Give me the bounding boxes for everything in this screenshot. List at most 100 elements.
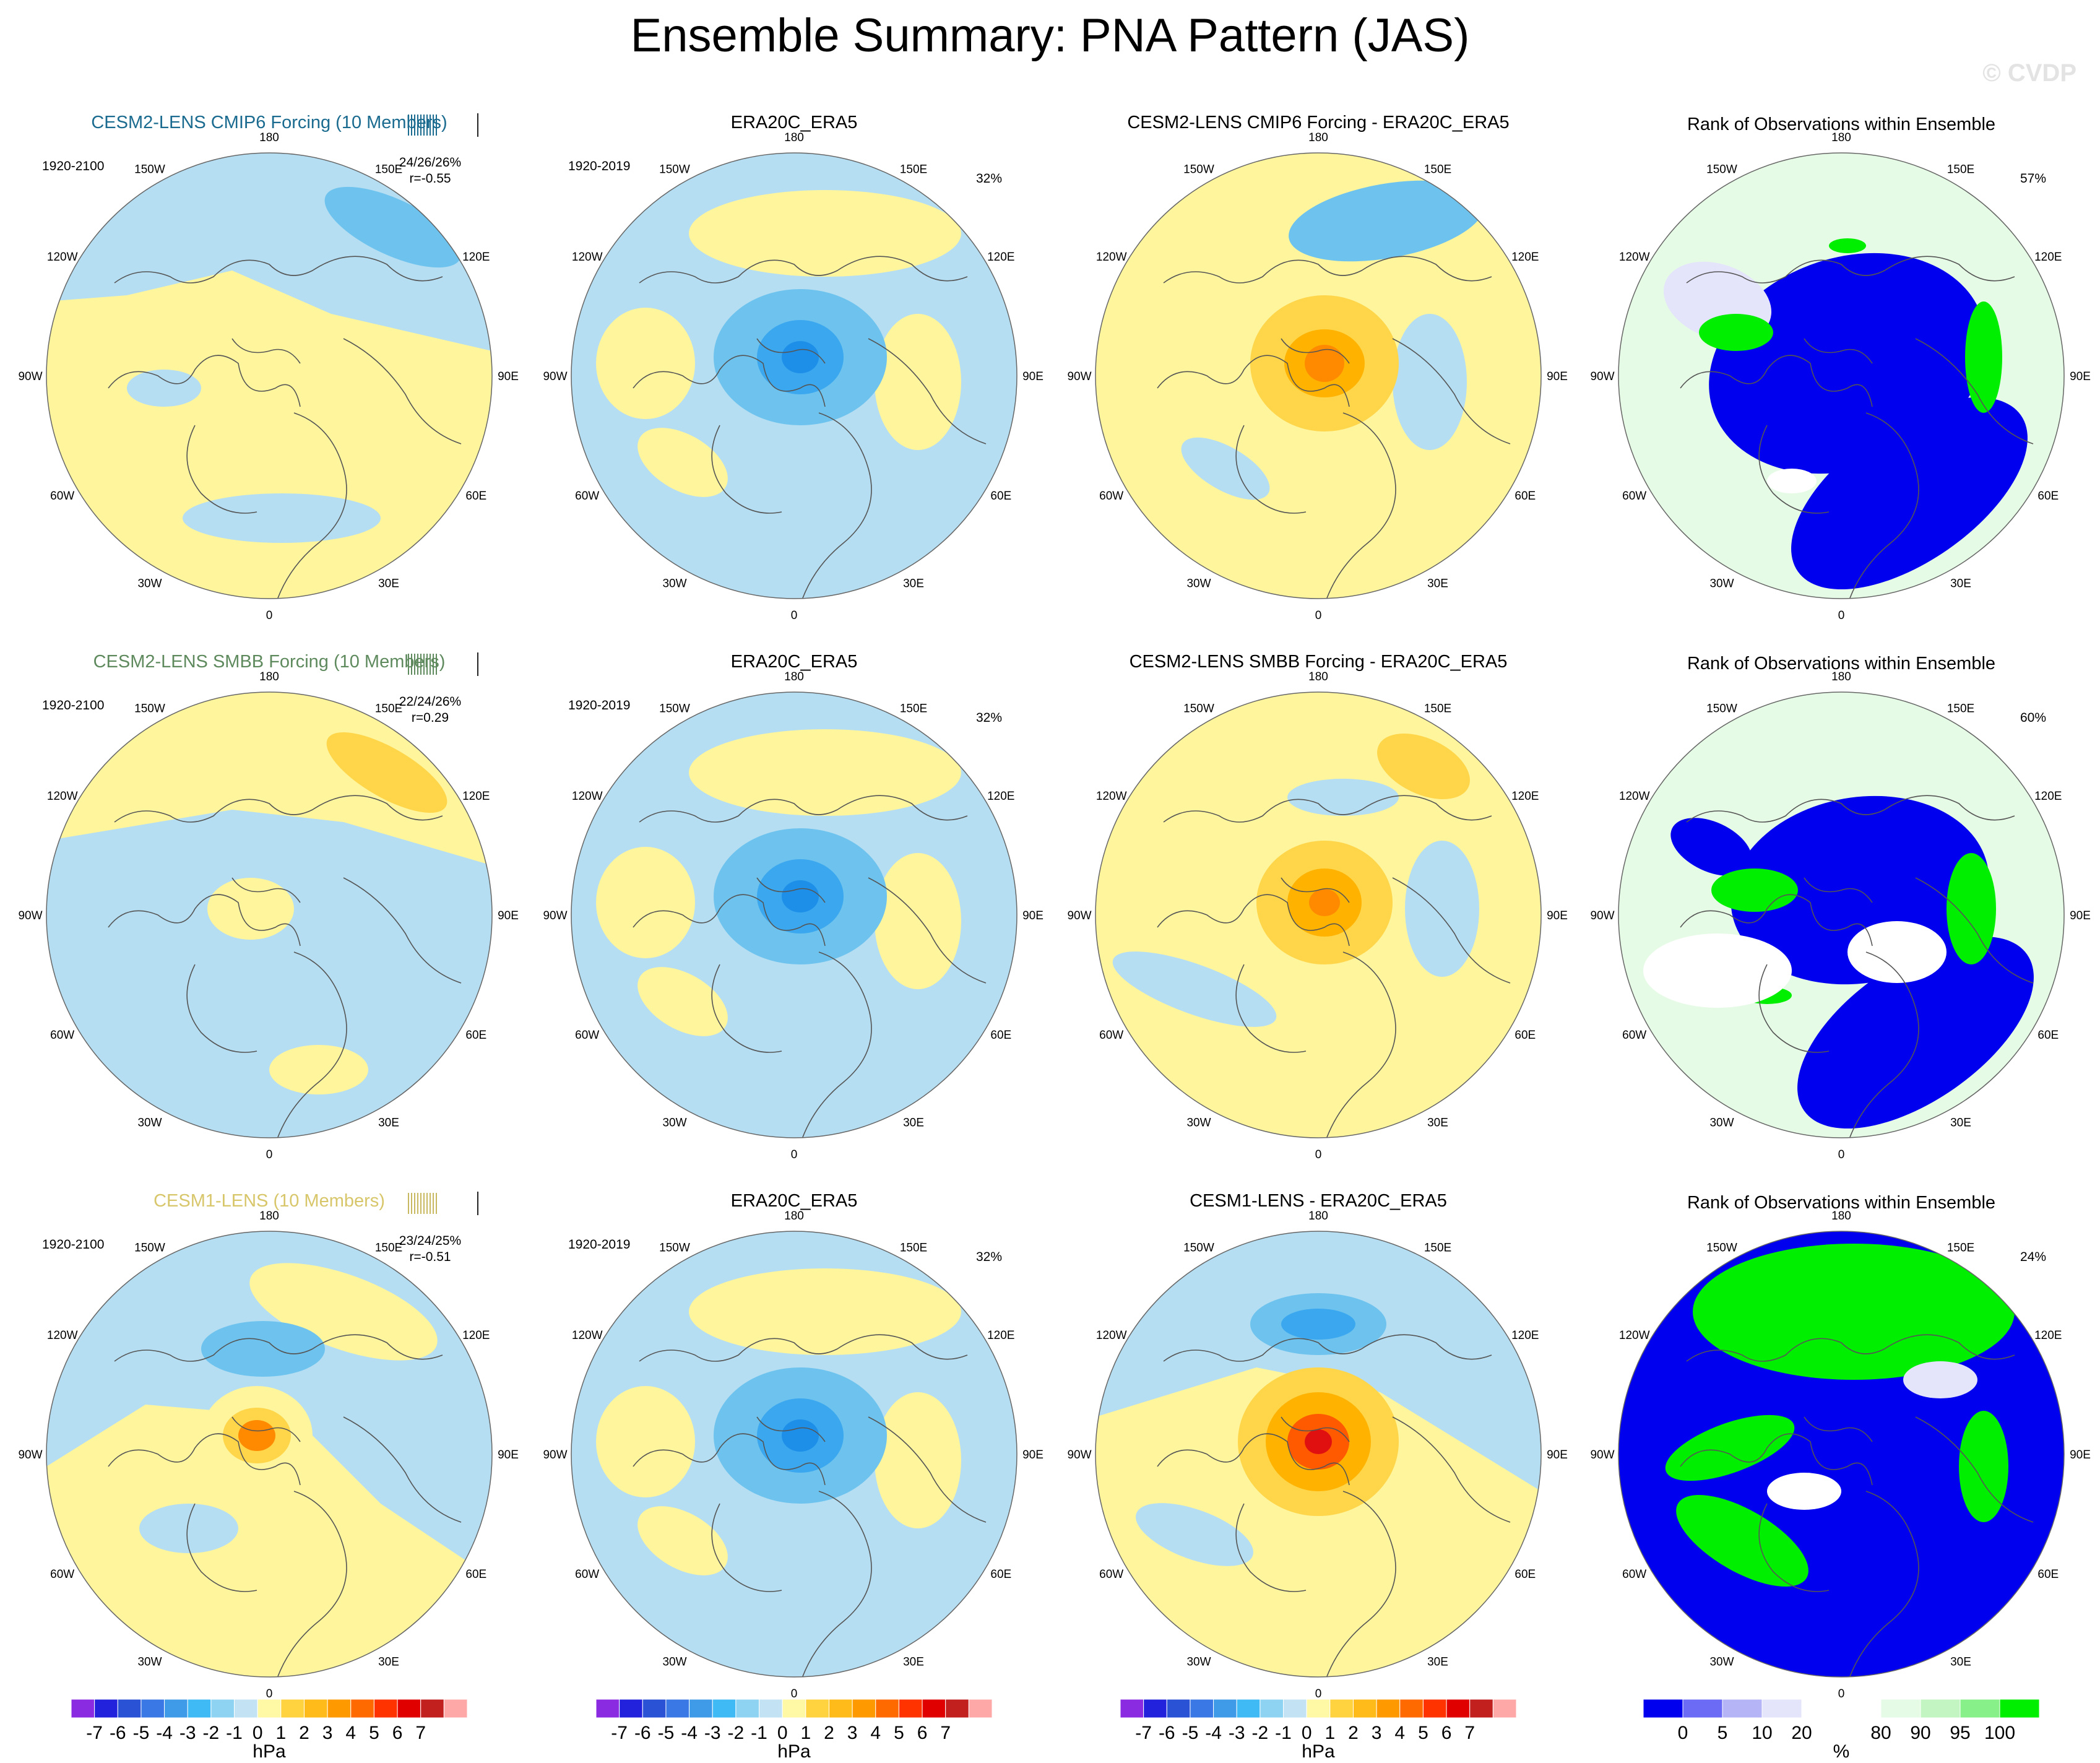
positive-region bbox=[269, 1045, 368, 1094]
negative-region bbox=[139, 1504, 238, 1553]
colorbar-tick-label: 7 bbox=[1464, 1723, 1475, 1743]
positive-region bbox=[637, 1506, 728, 1575]
colorbar-tick-label: 80 bbox=[1870, 1723, 1891, 1743]
negative-region bbox=[1289, 180, 1484, 262]
colorbar-swatch bbox=[712, 1699, 737, 1718]
coastline bbox=[186, 425, 257, 514]
rank-white-region bbox=[1643, 933, 1792, 1008]
colorbar-swatch bbox=[140, 1699, 165, 1718]
coastline bbox=[756, 1416, 826, 1442]
colorbar-tick-label: 95 bbox=[1950, 1723, 1970, 1743]
colorbar-tick-label: 0 bbox=[777, 1723, 788, 1743]
rank-green-region bbox=[1829, 238, 1866, 253]
longitude-label: 0 bbox=[791, 1148, 798, 1161]
coastline bbox=[711, 425, 782, 514]
colorbar-unit-label: % bbox=[1833, 1741, 1850, 1762]
colorbar-swatch bbox=[234, 1699, 258, 1718]
coastline bbox=[275, 951, 347, 1138]
coastline bbox=[1392, 338, 1511, 444]
longitude-label: 150W bbox=[1706, 1242, 1737, 1255]
colorbar-tick-label: 20 bbox=[1791, 1723, 1812, 1743]
coastline bbox=[1680, 1433, 1873, 1486]
rank-blue-region bbox=[1797, 936, 2034, 1129]
map-boundary bbox=[46, 152, 493, 599]
colorbar-tick-label: -4 bbox=[156, 1723, 173, 1743]
coastline bbox=[186, 964, 257, 1053]
longitude-label: 60E bbox=[1515, 1029, 1536, 1042]
colorbar-swatch bbox=[327, 1699, 352, 1718]
map-boundary bbox=[571, 1231, 1018, 1678]
colorbar-swatch bbox=[280, 1699, 305, 1718]
longitude-label: 0 bbox=[791, 1687, 798, 1700]
colorbar-swatch bbox=[210, 1699, 235, 1718]
coastline bbox=[1915, 338, 2034, 444]
hpa-colorbar-col1: -7 -6 -5 -4 -3 -2 -1 0 1 2 3 4 5 6 7 hPa bbox=[71, 1699, 468, 1762]
longitude-label: 150W bbox=[659, 163, 690, 176]
colorbar-tick-label: -7 bbox=[86, 1723, 103, 1743]
colorbar-tick-label: -6 bbox=[1159, 1723, 1175, 1743]
positive-region bbox=[596, 308, 695, 419]
colorbar-swatch bbox=[875, 1699, 899, 1718]
negative-region bbox=[1112, 951, 1277, 1027]
longitude-label: 120E bbox=[987, 790, 1014, 803]
obs-map-row3 bbox=[571, 1231, 1017, 1677]
longitude-label: 180 bbox=[784, 670, 804, 683]
colorbar-swatch bbox=[945, 1699, 969, 1718]
coastline bbox=[1281, 1416, 1350, 1442]
colorbar-swatch bbox=[805, 1699, 829, 1718]
colorbar-tick-label: -7 bbox=[611, 1723, 628, 1743]
longitude-label: 60E bbox=[1515, 1568, 1536, 1581]
negative-region bbox=[127, 370, 201, 407]
positive-region bbox=[637, 967, 728, 1036]
coastline bbox=[108, 894, 301, 946]
coastline bbox=[1392, 877, 1511, 984]
colorbar-tick-label: -2 bbox=[1252, 1723, 1269, 1743]
coastline bbox=[1163, 1334, 1492, 1362]
coastline bbox=[114, 1334, 443, 1362]
longitude-label: 150W bbox=[1706, 163, 1737, 176]
colorbar-swatch bbox=[1643, 1699, 1683, 1718]
colorbar-swatch bbox=[117, 1699, 142, 1718]
positive-max bbox=[1309, 889, 1340, 916]
positive-region bbox=[875, 314, 961, 450]
longitude-label: 150E bbox=[1424, 163, 1451, 176]
positive-region bbox=[207, 878, 294, 940]
rank-colorbar: 0 5 10 20 80 90 95 100% bbox=[1643, 1699, 2040, 1762]
longitude-label: 90W bbox=[1590, 909, 1614, 922]
model-year-range: 1920-2100 bbox=[42, 1237, 104, 1252]
diff-map-row1 bbox=[1095, 153, 1541, 599]
colorbar-swatch bbox=[164, 1699, 188, 1718]
longitude-label: 60E bbox=[2037, 1029, 2059, 1042]
ensemble-pc-ticks bbox=[408, 652, 478, 676]
model-panel-title: CESM2-LENS CMIP6 Forcing (10 Members) bbox=[91, 113, 447, 132]
colorbar-tick-label: 3 bbox=[1372, 1723, 1382, 1743]
longitude-label: 30E bbox=[903, 577, 924, 590]
longitude-label: 150E bbox=[1424, 703, 1451, 716]
ensemble-pc-ticks bbox=[408, 1192, 478, 1215]
longitude-label: 90W bbox=[1590, 370, 1614, 383]
longitude-label: 30E bbox=[1427, 1655, 1448, 1668]
coastline bbox=[343, 877, 462, 984]
colorbar-swatch bbox=[1260, 1699, 1284, 1718]
obs-panel-title: ERA20C_ERA5 bbox=[731, 652, 858, 672]
coastline bbox=[1157, 1433, 1350, 1486]
longitude-label: 30E bbox=[903, 1116, 924, 1129]
positive-region bbox=[875, 853, 961, 989]
colorbar-tick-label: 6 bbox=[392, 1723, 403, 1743]
longitude-label: 120W bbox=[1619, 790, 1650, 803]
positive-region bbox=[875, 1392, 961, 1528]
colorbar-swatch bbox=[1329, 1699, 1354, 1718]
longitude-label: 120W bbox=[47, 1329, 78, 1342]
colorbar-swatch bbox=[1376, 1699, 1401, 1718]
longitude-label: 150E bbox=[900, 1242, 927, 1255]
map-boundary bbox=[1095, 152, 1542, 599]
rank-green-region bbox=[1959, 1411, 2008, 1522]
coastline bbox=[1686, 795, 2015, 823]
obs-panel-title: ERA20C_ERA5 bbox=[731, 1191, 858, 1211]
longitude-label: 180 bbox=[259, 1210, 279, 1223]
rank-white-region bbox=[1847, 921, 1947, 983]
coastline bbox=[1235, 1503, 1307, 1592]
negative-region bbox=[1095, 1231, 1541, 1491]
longitude-label: 150W bbox=[1183, 1242, 1214, 1255]
colorbar-swatch bbox=[968, 1699, 993, 1718]
